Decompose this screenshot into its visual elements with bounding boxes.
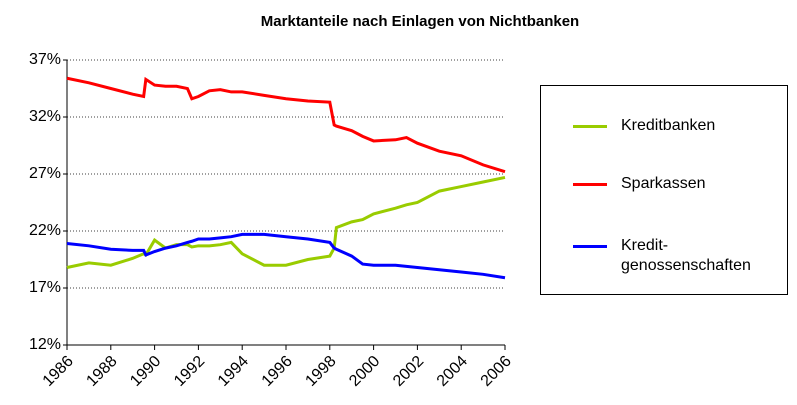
legend: Kreditbanken Sparkassen Kredit- genossensc…: [540, 85, 788, 295]
chart-title: Marktanteile nach Einlagen von Nichtbank…: [261, 13, 579, 30]
x-tick-label: 1994: [215, 353, 252, 390]
legend-label: Sparkassen: [621, 175, 706, 192]
x-tick-label: 1990: [127, 353, 164, 390]
y-tick-label: 12%: [29, 336, 61, 353]
y-tick-label: 32%: [29, 108, 61, 125]
series-line: [66, 175, 506, 269]
series-line: [66, 76, 506, 174]
y-tick-label: 17%: [29, 279, 61, 296]
legend-swatch: [573, 125, 607, 128]
legend-label: Kreditbanken: [621, 117, 716, 134]
legend-label: Kredit- genossenschaften: [621, 237, 751, 274]
series-line: [66, 232, 506, 280]
x-tick-label: 1988: [83, 353, 120, 390]
x-tick-label: 2000: [346, 353, 383, 390]
x-tick-label: 1986: [40, 353, 77, 390]
x-tick-label: 1998: [302, 353, 339, 390]
y-tick-label: 22%: [29, 222, 61, 239]
x-tick-label: 2006: [478, 353, 515, 390]
y-tick-label: 27%: [29, 165, 61, 182]
y-tick-label: 37%: [29, 51, 61, 68]
x-tick-label: 2004: [434, 353, 471, 390]
legend-swatch: [573, 245, 607, 248]
x-tick-label: 1996: [259, 353, 296, 390]
legend-swatch: [573, 183, 607, 186]
x-tick-label: 2002: [390, 353, 427, 390]
x-tick-label: 1992: [171, 353, 208, 390]
